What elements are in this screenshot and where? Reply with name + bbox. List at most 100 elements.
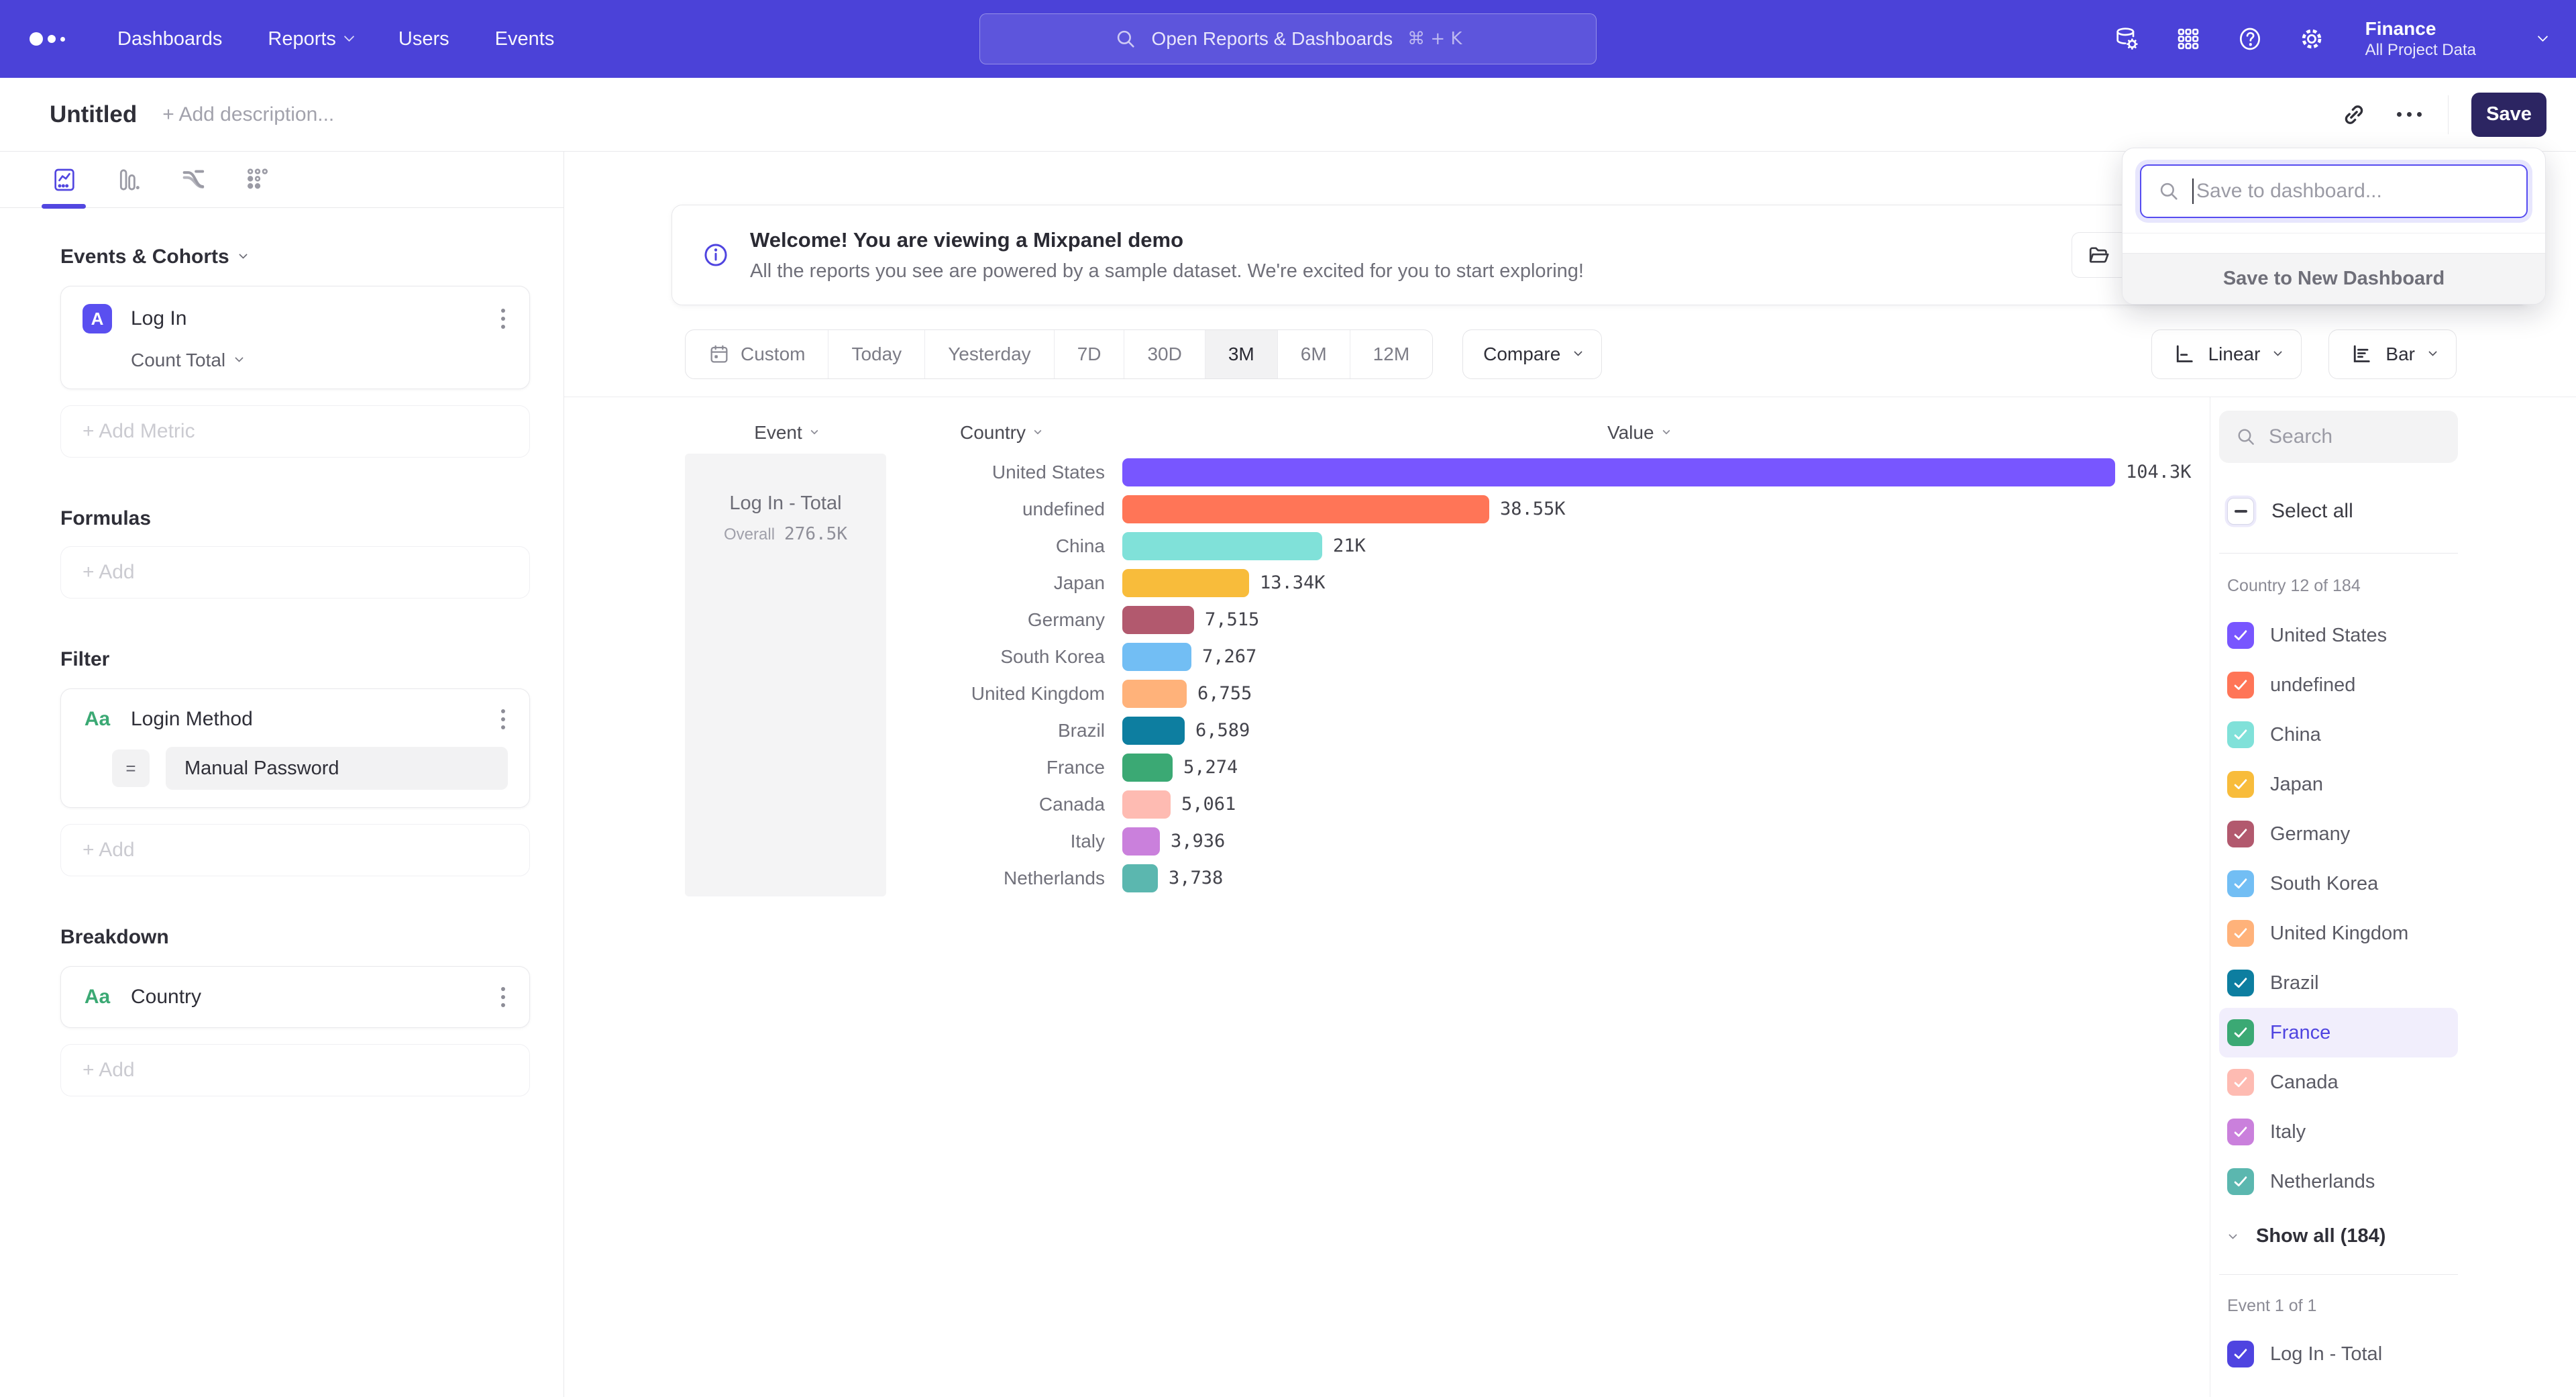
checkbox-germany[interactable] — [2227, 821, 2254, 847]
legend-search-input[interactable] — [2269, 425, 2436, 448]
bar-canada[interactable] — [1122, 790, 1171, 819]
events-cohorts-dropdown[interactable]: Events & Cohorts — [60, 246, 530, 268]
add-breakdown-button[interactable]: + Add — [60, 1044, 530, 1096]
bar-undefined[interactable] — [1122, 495, 1489, 523]
bar-track: 13.34K — [1114, 568, 2210, 597]
value-column-header[interactable]: Value — [1607, 422, 1670, 444]
legend-search-box[interactable] — [2219, 411, 2458, 463]
bar-france[interactable] — [1122, 753, 1173, 782]
legend-item-united-kingdom[interactable]: United Kingdom — [2219, 909, 2458, 958]
mixpanel-logo-icon[interactable] — [30, 32, 65, 46]
nav-item-dashboards[interactable]: Dashboards — [117, 28, 222, 50]
global-search-button[interactable]: Open Reports & Dashboards ⌘ + K — [979, 13, 1597, 64]
apps-grid-icon[interactable] — [2175, 25, 2202, 52]
nav-item-users[interactable]: Users — [398, 28, 449, 50]
bar-china[interactable] — [1122, 531, 1322, 560]
save-dashboard-search-input[interactable] — [2196, 180, 2510, 203]
legend-item-canada[interactable]: Canada — [2219, 1057, 2458, 1107]
add-filter-button[interactable]: + Add — [60, 824, 530, 876]
bar-brazil[interactable] — [1122, 716, 1185, 745]
aggregation-dropdown[interactable]: Count Total — [131, 350, 508, 371]
bar-netherlands[interactable] — [1122, 864, 1158, 892]
legend-item-china[interactable]: China — [2219, 710, 2458, 760]
line-type-dropdown[interactable]: Linear — [2151, 329, 2302, 379]
bar-italy[interactable] — [1122, 827, 1160, 856]
tab-retention[interactable] — [244, 166, 271, 193]
bar-south-korea[interactable] — [1122, 642, 1191, 671]
more-actions-button[interactable] — [2390, 96, 2428, 134]
time-range-12m[interactable]: 12M — [1349, 330, 1432, 378]
data-management-icon[interactable] — [2113, 25, 2140, 52]
time-range-yesterday[interactable]: Yesterday — [924, 330, 1054, 378]
checkbox-brazil[interactable] — [2227, 970, 2254, 996]
metric-event-name[interactable]: Log In — [131, 307, 187, 329]
save-dashboard-search-field[interactable] — [2140, 164, 2528, 218]
bar-track: 5,061 — [1114, 790, 2210, 819]
legend-item-netherlands[interactable]: Netherlands — [2219, 1157, 2458, 1206]
kebab-menu-icon[interactable] — [498, 306, 508, 331]
legend-event-log-in-total[interactable]: Log In - Total — [2219, 1329, 2458, 1379]
checkbox-italy[interactable] — [2227, 1119, 2254, 1145]
time-range-custom[interactable]: Custom — [686, 330, 828, 378]
checkbox-netherlands[interactable] — [2227, 1168, 2254, 1195]
add-formula-button[interactable]: + Add — [60, 546, 530, 599]
save-to-new-dashboard-button[interactable]: Save to New Dashboard — [2123, 253, 2545, 304]
checkbox-france[interactable] — [2227, 1019, 2254, 1046]
chart-bar-row-china: China 21K — [886, 527, 2210, 564]
legend-item-japan[interactable]: Japan — [2219, 760, 2458, 809]
tab-flows[interactable] — [180, 166, 207, 193]
tab-insights[interactable] — [51, 166, 78, 193]
show-all-button[interactable]: Show all (184) — [2219, 1225, 2568, 1247]
legend-item-germany[interactable]: Germany — [2219, 809, 2458, 859]
chevron-down-icon[interactable] — [2537, 31, 2548, 42]
compare-button[interactable]: Compare — [1462, 329, 1603, 379]
time-range-7d[interactable]: 7D — [1053, 330, 1124, 378]
time-range-6m[interactable]: 6M — [1277, 330, 1350, 378]
bar-united-states[interactable] — [1122, 458, 2115, 486]
legend-item-undefined[interactable]: undefined — [2219, 660, 2458, 710]
project-switcher[interactable]: Finance All Project Data — [2365, 17, 2476, 60]
checkbox-undefined[interactable] — [2227, 672, 2254, 698]
save-button[interactable]: Save — [2471, 92, 2546, 137]
checkbox-log-in-total[interactable] — [2227, 1341, 2254, 1367]
help-icon[interactable] — [2237, 25, 2263, 52]
checkbox-canada[interactable] — [2227, 1069, 2254, 1096]
filter-property-name[interactable]: Login Method — [131, 708, 253, 730]
bar-germany[interactable] — [1122, 605, 1194, 634]
checkbox-japan[interactable] — [2227, 771, 2254, 798]
select-all-row[interactable]: Select all — [2219, 498, 2568, 525]
breakdown-property-name[interactable]: Country — [131, 986, 202, 1008]
settings-gear-icon[interactable] — [2298, 25, 2325, 52]
add-metric-button[interactable]: + Add Metric — [60, 405, 530, 458]
legend-item-united-states[interactable]: United States — [2219, 611, 2458, 660]
checkbox-united-kingdom[interactable] — [2227, 920, 2254, 947]
legend-panel: Select all Country 12 of 184 United Stat… — [2210, 397, 2576, 1397]
add-description-field[interactable]: + Add description... — [162, 103, 335, 125]
checkbox-south-korea[interactable] — [2227, 870, 2254, 897]
checkbox-united-states[interactable] — [2227, 622, 2254, 649]
legend-item-italy[interactable]: Italy — [2219, 1107, 2458, 1157]
copy-link-button[interactable] — [2335, 96, 2373, 134]
time-range-today[interactable]: Today — [828, 330, 924, 378]
bar-united-kingdom[interactable] — [1122, 679, 1187, 708]
legend-item-south-korea[interactable]: South Korea — [2219, 859, 2458, 909]
select-all-checkbox[interactable] — [2227, 498, 2254, 525]
nav-item-reports[interactable]: Reports — [268, 28, 355, 50]
chart-type-dropdown[interactable]: Bar — [2328, 329, 2457, 379]
nav-item-events[interactable]: Events — [495, 28, 555, 50]
tab-funnels[interactable] — [115, 166, 142, 193]
event-column-header[interactable]: Event — [685, 422, 886, 444]
legend-item-france[interactable]: France — [2219, 1008, 2458, 1057]
time-range-3m[interactable]: 3M — [1204, 330, 1277, 378]
metric-letter-badge[interactable]: A — [83, 304, 112, 333]
legend-item-brazil[interactable]: Brazil — [2219, 958, 2458, 1008]
kebab-menu-icon[interactable] — [498, 984, 508, 1010]
time-range-30d[interactable]: 30D — [1124, 330, 1204, 378]
kebab-menu-icon[interactable] — [498, 707, 508, 732]
breakdown-column-header[interactable]: Country — [886, 422, 1114, 444]
report-title[interactable]: Untitled — [50, 101, 138, 127]
filter-value[interactable]: Manual Password — [166, 747, 508, 790]
bar-japan[interactable] — [1122, 568, 1249, 597]
checkbox-china[interactable] — [2227, 721, 2254, 748]
filter-operator[interactable]: = — [112, 749, 150, 787]
